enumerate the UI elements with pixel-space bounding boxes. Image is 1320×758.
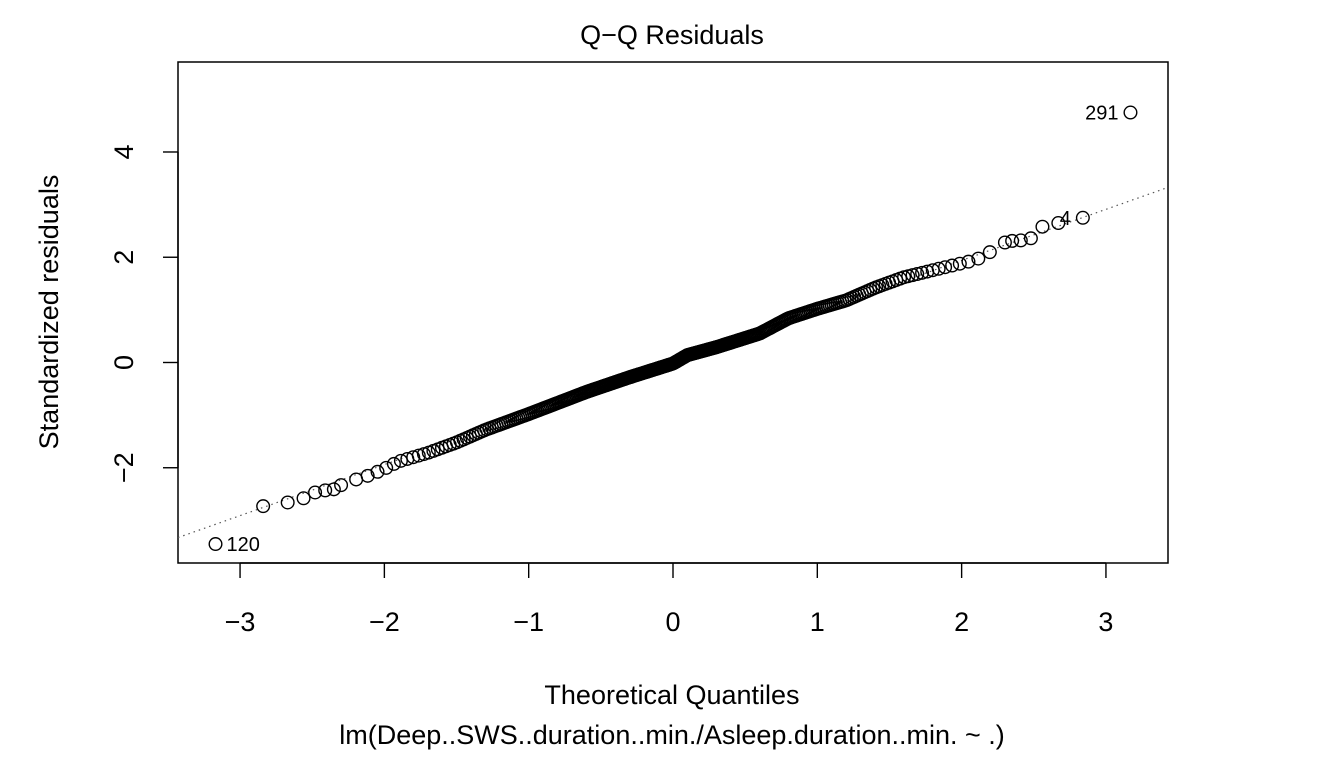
qq-point xyxy=(379,460,394,475)
y-axis: −2 0 2 4 xyxy=(109,144,179,483)
qq-point xyxy=(1013,233,1028,248)
qq-point xyxy=(931,261,946,276)
qq-point xyxy=(1035,219,1050,234)
x-tick-label: 0 xyxy=(665,607,680,637)
points-layer xyxy=(208,105,1138,552)
x-tick-label: 1 xyxy=(810,607,825,637)
qq-point xyxy=(308,485,323,500)
y-tick-label: 2 xyxy=(109,250,139,265)
plot-frame xyxy=(177,61,1169,564)
x-axis-sublabel: lm(Deep..SWS..duration..min./Asleep.dura… xyxy=(339,720,1005,750)
qq-point xyxy=(411,448,426,463)
qq-point xyxy=(406,450,421,465)
qq-point xyxy=(1023,231,1038,246)
qq-point xyxy=(334,478,349,493)
qq-point xyxy=(370,464,385,479)
point-label: 291 xyxy=(1085,103,1118,125)
point-labels-layer: 291 4 120 xyxy=(227,103,1119,557)
qq-point xyxy=(1005,233,1020,248)
qq-point xyxy=(296,491,311,506)
qq-point xyxy=(1123,105,1138,120)
qq-point xyxy=(997,235,1012,250)
qq-point xyxy=(1051,216,1066,231)
qq-point xyxy=(318,483,333,498)
x-tick-label: −2 xyxy=(369,607,400,637)
qq-point xyxy=(208,537,223,552)
qq-point xyxy=(938,260,953,275)
qq-point xyxy=(1075,210,1090,225)
y-axis-label: Standardized residuals xyxy=(34,175,64,450)
qq-point xyxy=(961,254,976,269)
x-axis: −3 −2 −1 0 1 2 3 xyxy=(225,562,1113,637)
point-label: 120 xyxy=(227,534,260,556)
qq-point xyxy=(256,499,271,514)
qq-point xyxy=(971,251,986,266)
qq-point xyxy=(360,468,375,483)
qq-point xyxy=(280,495,295,510)
qq-point xyxy=(386,456,401,471)
qq-point xyxy=(982,245,997,260)
x-axis-label: Theoretical Quantiles xyxy=(544,680,799,710)
qq-point xyxy=(393,453,408,468)
reference-line xyxy=(177,186,1169,539)
qq-point xyxy=(910,267,925,282)
qq-point xyxy=(349,472,364,487)
qq-point xyxy=(915,265,930,280)
qq-point xyxy=(326,482,341,497)
chart-title: Q−Q Residuals xyxy=(580,20,764,50)
x-tick-label: −1 xyxy=(513,607,544,637)
y-tick-label: −2 xyxy=(109,452,139,483)
y-tick-label: 0 xyxy=(109,355,139,370)
qq-point xyxy=(952,256,967,271)
point-label: 4 xyxy=(1060,208,1071,230)
qq-point xyxy=(945,258,960,273)
x-tick-label: −3 xyxy=(225,607,256,637)
y-tick-label: 4 xyxy=(109,144,139,159)
x-tick-label: 3 xyxy=(1098,607,1113,637)
x-tick-label: 2 xyxy=(954,607,969,637)
